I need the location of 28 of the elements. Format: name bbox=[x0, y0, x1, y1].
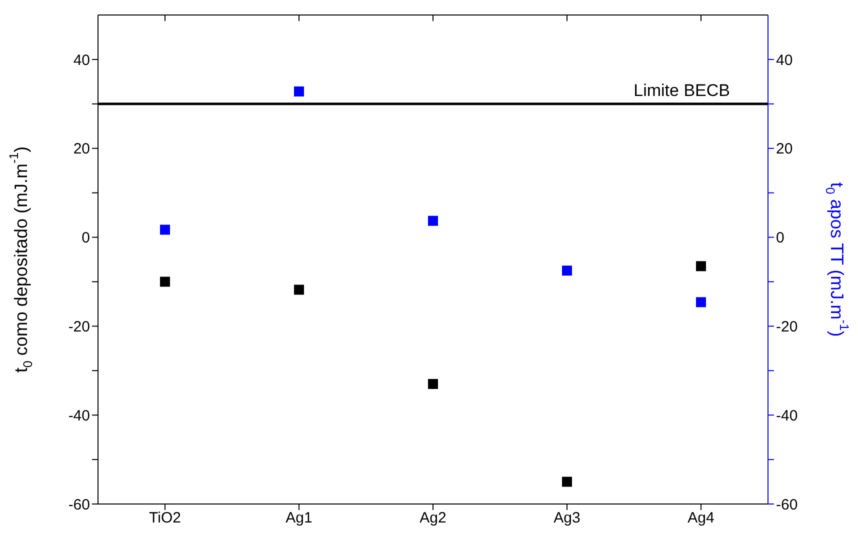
y2-tick-label: -40 bbox=[776, 407, 798, 424]
y2-tick-label: 0 bbox=[776, 230, 784, 247]
point bbox=[294, 284, 304, 295]
point bbox=[428, 378, 438, 389]
y-tick-label: 40 bbox=[73, 52, 90, 69]
y-tick-label: -40 bbox=[68, 407, 90, 424]
x-tick-label: Ag2 bbox=[420, 510, 446, 527]
y2-tick-label: 20 bbox=[776, 140, 793, 158]
y2-tick-label: -60 bbox=[776, 496, 798, 514]
y2-tick-label: -20 bbox=[776, 318, 798, 336]
point bbox=[562, 266, 572, 276]
y2-tick-label: 40 bbox=[776, 52, 793, 69]
point bbox=[160, 224, 170, 235]
point bbox=[160, 276, 170, 287]
x-tick-label: TiO2 bbox=[149, 510, 181, 527]
x-tick-label: Ag3 bbox=[554, 510, 580, 527]
y-tick-label: 0 bbox=[82, 230, 90, 247]
point bbox=[696, 297, 706, 308]
point bbox=[696, 261, 706, 272]
point bbox=[294, 86, 304, 96]
y-tick-label: 20 bbox=[73, 140, 90, 158]
x-tick-label: Ag4 bbox=[688, 510, 714, 527]
y-tick-label: -60 bbox=[68, 496, 90, 514]
x-tick-label: Ag1 bbox=[286, 510, 312, 527]
point bbox=[562, 476, 572, 487]
y-tick-label: -20 bbox=[68, 318, 90, 336]
point bbox=[428, 216, 438, 226]
ref-line-label: Limite BECB bbox=[634, 80, 730, 100]
